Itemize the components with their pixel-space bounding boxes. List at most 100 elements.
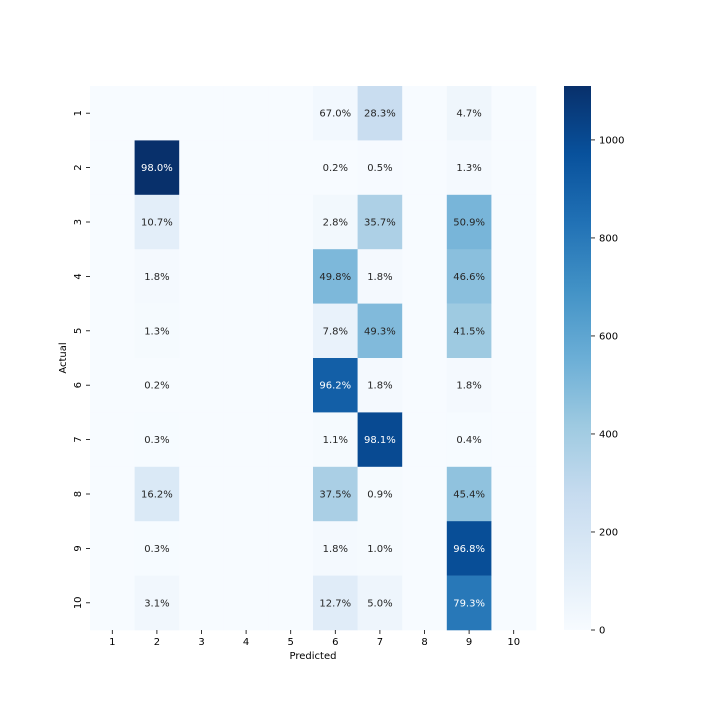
heatmap-cell — [179, 358, 225, 413]
heatmap-cell — [357, 521, 403, 576]
heatmap-cell — [357, 358, 403, 413]
y-tick-label: 8 — [73, 491, 84, 497]
heatmap-cell — [446, 575, 492, 631]
heatmap-cell — [446, 249, 492, 304]
cell-label: 98.0% — [141, 163, 173, 174]
heatmap-cell — [491, 86, 537, 141]
heatmap-cell — [357, 140, 403, 196]
heatmap-cell — [134, 358, 180, 413]
heatmap-cell — [491, 521, 537, 576]
cell-label: 49.3% — [364, 326, 396, 337]
cell-label: 1.8% — [367, 272, 392, 283]
cell-label: 79.3% — [453, 598, 485, 609]
colorbar-ticks: 0 200 400 600 800 1000 — [591, 135, 624, 637]
cell-label: 7.8% — [323, 326, 348, 337]
y-tick-label: 9 — [73, 545, 84, 551]
heatmap-cell — [446, 521, 492, 576]
y-tick-label: 10 — [73, 596, 84, 609]
heatmap-cell — [402, 466, 448, 522]
heatmap-cell — [134, 412, 180, 468]
cell-label: 5.0% — [367, 598, 392, 609]
colorbar-tick-label: 800 — [599, 233, 618, 244]
x-tick-label: 1 — [109, 637, 115, 648]
heatmap-cell — [223, 303, 269, 359]
cell-label: 0.2% — [144, 381, 169, 392]
y-tick-label: 5 — [73, 328, 84, 334]
x-tick-label: 2 — [154, 637, 160, 648]
x-axis-ticks: 1 2 3 4 5 6 7 8 9 10 — [109, 630, 520, 648]
colorbar-tick-label: 0 — [599, 626, 605, 637]
heatmap-cell — [179, 140, 225, 196]
heatmap-cell — [402, 303, 448, 359]
heatmap-cell — [134, 466, 180, 522]
y-tick-label: 6 — [73, 382, 84, 388]
heatmap-cell — [268, 303, 314, 359]
cell-label: 0.5% — [367, 163, 392, 174]
x-tick-label: 9 — [466, 637, 472, 648]
heatmap-cell — [313, 412, 358, 468]
heatmap-cell — [223, 140, 269, 196]
cell-label: 1.3% — [456, 163, 481, 174]
colorbar-tick-label: 1000 — [599, 135, 624, 146]
heatmap-cell — [446, 194, 492, 250]
heatmap-cell — [313, 358, 358, 413]
heatmap-cell — [223, 194, 269, 250]
heatmap-cell — [268, 575, 314, 631]
heatmap-cell — [357, 575, 403, 631]
heatmap-cell — [313, 575, 358, 631]
y-tick-label: 3 — [73, 219, 84, 225]
cell-label: 50.9% — [453, 218, 485, 229]
heatmap-cell — [357, 466, 403, 522]
y-axis-label: Actual — [58, 342, 69, 373]
heatmap-cell — [268, 412, 314, 468]
cell-label: 1.8% — [144, 272, 169, 283]
heatmap-cell — [313, 521, 358, 576]
heatmap-cell — [223, 575, 269, 631]
heatmap-cell — [402, 86, 448, 141]
heatmap-cell — [313, 194, 358, 250]
heatmap-cell — [90, 412, 135, 468]
heatmap-cell — [446, 86, 492, 141]
heatmap-cell — [313, 86, 358, 141]
heatmap-cell — [179, 466, 225, 522]
heatmap-cell — [357, 194, 403, 250]
cell-label: 41.5% — [453, 326, 485, 337]
heatmap-cell — [268, 466, 314, 522]
heatmap-cell — [491, 249, 537, 304]
cell-label: 12.7% — [319, 598, 351, 609]
x-tick-label: 6 — [332, 637, 338, 648]
heatmap-cell — [491, 194, 537, 250]
cell-label: 4.7% — [456, 109, 481, 120]
heatmap-cell — [268, 249, 314, 304]
heatmap-cell — [90, 140, 135, 196]
heatmap-cell — [134, 194, 180, 250]
y-tick-label: 1 — [73, 110, 84, 116]
y-tick-label: 2 — [73, 164, 84, 170]
y-tick-label: 7 — [73, 436, 84, 442]
heatmap-cell — [223, 249, 269, 304]
heatmap-cell — [402, 521, 448, 576]
heatmap-cell — [179, 194, 225, 250]
x-tick-label: 4 — [243, 637, 249, 648]
cell-labels: 67.0% 28.3% 4.7% 98.0% 0.2% 0.5% 1.3% 10.7% 2.8%… — [141, 109, 485, 610]
colorbar-tick-label: 200 — [599, 527, 618, 538]
heatmap-cell — [402, 575, 448, 631]
heatmap-cell — [357, 412, 403, 468]
cell-label: 96.2% — [319, 381, 351, 392]
heatmap-cell — [179, 575, 225, 631]
heatmap-cell — [134, 249, 180, 304]
heatmap-cell — [491, 303, 537, 359]
heatmap-cell — [223, 521, 269, 576]
cell-label: 0.9% — [367, 490, 392, 501]
heatmap-cell — [402, 140, 448, 196]
heatmap-cell — [90, 521, 135, 576]
cell-label: 98.1% — [364, 435, 396, 446]
heatmap-cell — [134, 303, 180, 359]
x-tick-label: 5 — [288, 637, 294, 648]
heatmap-cell — [446, 140, 492, 196]
heatmap-cell — [90, 249, 135, 304]
heatmap-cell — [268, 86, 314, 141]
y-tick-label: 4 — [73, 273, 84, 279]
y-axis-ticks: 1 2 3 4 5 6 7 8 9 10 — [73, 110, 90, 609]
